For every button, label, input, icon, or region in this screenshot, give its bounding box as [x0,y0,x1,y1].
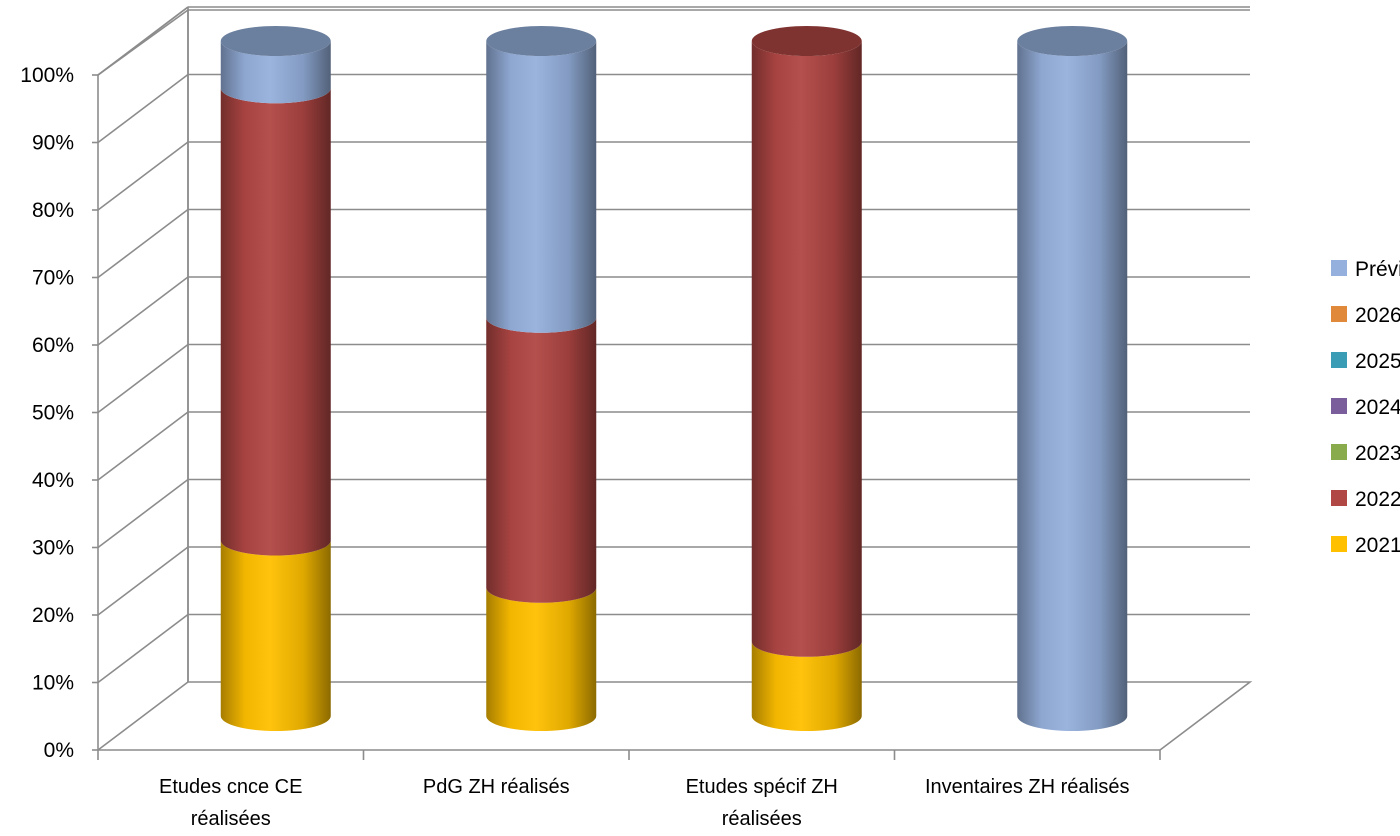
bar-segment-prévi [486,41,597,333]
legend-label: 2024 [1355,396,1400,419]
y-tick-label: 0% [44,739,74,762]
legend-item: 2023 [1331,442,1400,465]
legend-label: 2025 [1355,350,1400,373]
legend-item: 2024 [1331,396,1400,419]
y-tick-label: 100% [20,64,74,87]
gridline-side [97,546,189,616]
cylinder-bar [486,26,597,732]
y-tick-label: 40% [32,469,74,492]
gridline-side [97,613,189,684]
bar-segment-2021 [751,641,862,732]
cylinder-bar [1017,26,1128,732]
y-tick-label: 10% [32,672,74,695]
legend-swatch [1331,536,1347,552]
bars [220,26,1128,732]
bar-segment-2022 [220,88,331,556]
gridline-side [97,478,189,549]
bar-top-cap [220,26,331,56]
bar-segment-2021 [486,587,597,732]
legend-label: 2022 [1355,488,1400,511]
legend-label: 2021 [1355,534,1400,557]
x-category-label: Inventaires ZH réalisés [925,776,1130,798]
bar-top-cap [1017,26,1128,56]
bar-segment-prévi [220,41,331,104]
x-category-label: PdG ZH réalisés [423,776,570,798]
legend-item: 2022 [1331,488,1400,511]
bar-segment-prévi [1017,41,1128,732]
gridline-side [97,9,189,76]
y-tick-label: 90% [32,132,74,155]
x-category-label: Etudes cnce CE réalisées [159,776,302,830]
legend-swatch [1331,260,1347,276]
cylinder-bar [220,26,331,732]
cylinder-bar [751,26,862,732]
bar-segment-2022 [486,317,597,603]
gridline-side [97,208,189,279]
y-tick-label: 70% [32,267,74,290]
gridline-side [97,141,189,211]
legend-swatch [1331,306,1347,322]
legend-item: Prévi [1331,258,1400,281]
legend-swatch [1331,398,1347,414]
y-axis-tick-labels: 0% 10% 20% 30% 40% 50% 60% 70% 80% 90% 100% [20,64,74,762]
legend-label: Prévi [1355,258,1400,281]
y-tick-label: 30% [32,537,74,560]
y-tick-label: 80% [32,199,74,222]
legend-swatch [1331,352,1347,368]
legend-item: 2021 [1331,534,1400,557]
gridline-side [97,73,189,144]
legend-swatch [1331,490,1347,506]
gridline-side [97,343,189,414]
legend: Prévi 2026 2025 2024 2023 2022 2021 [1331,258,1400,557]
legend-item: 2026 [1331,304,1400,327]
bar-segment-2022 [751,41,862,657]
y-tick-label: 20% [32,604,74,627]
legend-label: 2026 [1355,304,1400,327]
y-tick-label: 50% [32,402,74,425]
x-axis-category-labels: Etudes cnce CE réalisées PdG ZH réalisés Et… [159,776,1129,830]
bar-segment-2021 [220,540,331,732]
x-category-label: Etudes spécif ZH réalisées [686,776,838,830]
legend-swatch [1331,444,1347,460]
legend-label: 2023 [1355,442,1400,465]
gridline-side [97,411,189,481]
legend-item: 2025 [1331,350,1400,373]
bar-top-cap [486,26,597,56]
y-tick-label: 60% [32,334,74,357]
gridline-side [97,276,189,346]
bar-top-cap [751,26,862,56]
axes [92,74,1161,760]
